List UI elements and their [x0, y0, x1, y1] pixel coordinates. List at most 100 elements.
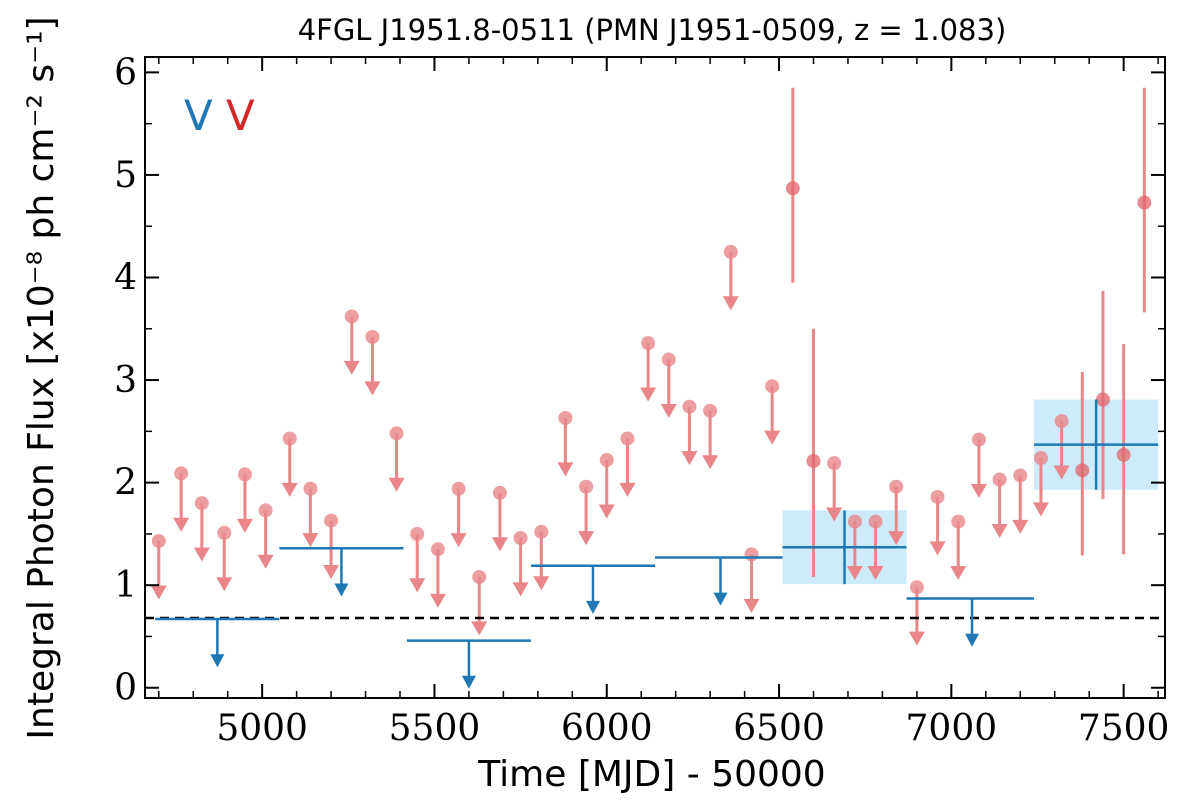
short-bin-point-15: [471, 569, 488, 636]
short-bin-point-18: [533, 524, 550, 591]
long-bin-point-1: [279, 547, 404, 597]
short-bin-arrow-head-33: [846, 566, 863, 581]
short-bin-marker-35: [889, 479, 904, 494]
short-bin-marker-29: [765, 379, 780, 394]
short-bin-arrow-head-10: [364, 381, 381, 396]
short-bin-arrow-head-19: [557, 462, 574, 477]
short-bin-marker-21: [599, 453, 614, 468]
short-bin-point-11: [388, 426, 405, 492]
short-bin-point-19: [557, 411, 574, 477]
y-tick-label-6: 6: [114, 52, 137, 93]
short-bin-marker-25: [682, 399, 697, 414]
long-bin-point-2: [406, 639, 531, 689]
short-bin-point-38: [950, 514, 967, 581]
short-bin-marker-9: [344, 309, 359, 324]
long-bin-arrow-head-1: [334, 583, 349, 597]
short-bin-point-47: [1137, 87, 1152, 313]
short-bin-arrow-head-11: [388, 477, 405, 492]
short-bin-point-9: [343, 309, 360, 375]
short-bin-arrow-head-2: [193, 547, 210, 562]
short-bin-arrow-head-43: [1053, 465, 1070, 480]
short-bin-marker-11: [389, 426, 404, 441]
long-bin-arrow-head-0: [210, 654, 225, 668]
short-bin-point-0: [150, 534, 167, 600]
short-bin-marker-43: [1054, 414, 1069, 429]
short-bin-marker-5: [258, 503, 273, 518]
short-bin-arrow-head-18: [533, 576, 550, 591]
short-bin-point-5: [257, 503, 274, 569]
short-bin-point-10: [364, 329, 381, 396]
short-bin-point-4: [236, 467, 253, 533]
short-bin-marker-37: [930, 489, 945, 504]
short-bin-point-29: [764, 379, 781, 445]
short-bin-marker-3: [217, 525, 232, 540]
short-bin-marker-31: [806, 454, 821, 469]
short-bin-point-13: [429, 542, 446, 608]
short-bin-marker-7: [303, 481, 318, 496]
short-bin-point-12: [409, 526, 426, 593]
short-bin-arrow-head-35: [888, 531, 905, 546]
short-bin-arrow-head-40: [991, 523, 1008, 538]
short-bin-point-23: [640, 336, 657, 402]
plot-area: [145, 87, 1165, 689]
short-bin-arrow-head-20: [578, 531, 595, 546]
short-bin-marker-27: [723, 244, 738, 259]
short-bin-arrow-head-26: [702, 455, 719, 470]
short-bin-point-26: [702, 403, 719, 470]
short-bin-point-46: [1116, 344, 1131, 555]
short-bin-point-40: [991, 472, 1008, 538]
long-bin-arrow-head-4: [713, 592, 728, 606]
short-bin-marker-28: [744, 547, 759, 562]
legend: V V: [184, 91, 255, 140]
short-bin-point-27: [722, 244, 739, 311]
short-bin-marker-26: [703, 403, 718, 418]
short-bin-arrow-head-7: [302, 533, 319, 548]
short-bin-marker-40: [992, 472, 1007, 487]
long-bin-point-0: [155, 617, 280, 668]
short-bin-arrow-head-25: [681, 451, 698, 466]
long-bin-point-6: [906, 597, 1035, 647]
short-bin-marker-2: [194, 496, 209, 511]
short-bin-arrow-head-14: [450, 533, 467, 548]
short-bin-point-14: [450, 481, 467, 548]
short-bin-marker-33: [847, 514, 862, 529]
short-bin-point-2: [193, 496, 210, 562]
short-bin-arrow-head-27: [722, 296, 739, 311]
short-bin-point-22: [619, 431, 636, 497]
short-bin-arrow-head-1: [173, 517, 190, 532]
short-bin-arrow-head-17: [512, 582, 529, 597]
short-bin-arrow-head-21: [598, 504, 615, 519]
short-bin-marker-14: [451, 481, 466, 496]
short-bin-point-45: [1095, 290, 1110, 500]
long-bin-point-5: [782, 510, 907, 585]
short-bin-point-32: [826, 456, 843, 522]
plot-frame: [144, 56, 1166, 699]
short-bin-marker-42: [1033, 451, 1048, 466]
short-bin-marker-19: [558, 411, 573, 426]
short-bin-marker-41: [1013, 468, 1028, 483]
x-tick-label-0: 5000: [216, 708, 308, 749]
short-bin-arrow-head-5: [257, 554, 274, 569]
short-bin-point-17: [512, 531, 529, 597]
short-bin-arrow-head-12: [409, 578, 426, 593]
short-bin-marker-38: [951, 514, 966, 529]
short-bin-marker-16: [492, 485, 507, 500]
short-bin-point-6: [281, 431, 298, 497]
long-bin-arrow-head-6: [965, 633, 980, 647]
y-tick-label-4: 4: [114, 258, 137, 299]
short-bin-marker-23: [641, 336, 656, 351]
short-bin-arrow-head-9: [343, 360, 360, 375]
short-bin-marker-45: [1095, 392, 1110, 407]
short-bin-marker-36: [909, 580, 924, 595]
y-tick-label-0: 0: [114, 668, 137, 709]
short-bin-point-21: [598, 453, 615, 519]
y-tick-label-1: 1: [114, 565, 137, 606]
short-bin-point-16: [491, 485, 508, 552]
short-bin-marker-18: [534, 524, 549, 539]
short-bin-arrow-head-34: [867, 566, 884, 581]
short-bin-point-1: [173, 466, 190, 532]
short-bin-point-39: [970, 432, 987, 498]
short-bin-marker-0: [151, 534, 166, 549]
short-bin-marker-20: [579, 479, 594, 494]
